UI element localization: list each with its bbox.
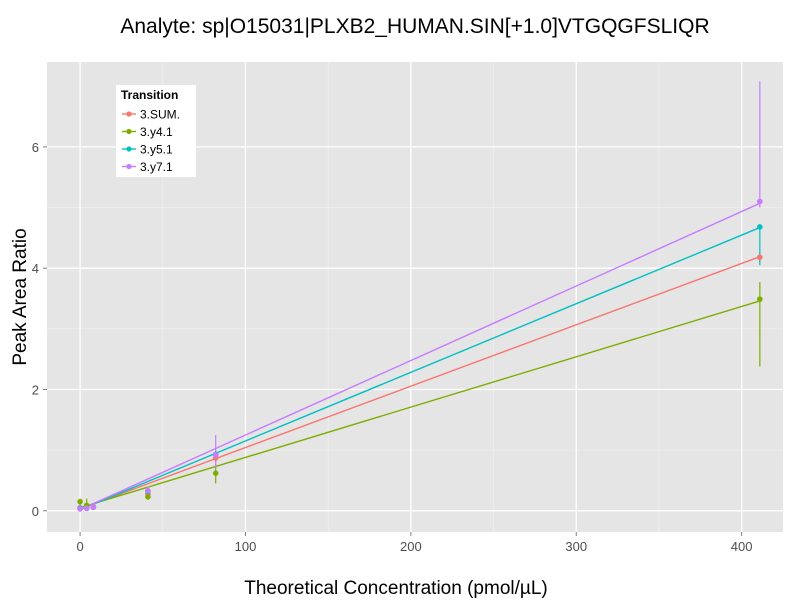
legend-label-3-y7-1: 3.y7.1 bbox=[140, 160, 173, 174]
x-tick-label: 300 bbox=[565, 539, 587, 554]
legend-items: 3.SUM. 3.y4.1 3.y5.1 3.y7.1 bbox=[122, 108, 180, 174]
legend-key-point-3-y7-1 bbox=[126, 163, 132, 170]
y-tick-label: 4 bbox=[32, 261, 39, 276]
y-tick-label: 2 bbox=[32, 382, 39, 397]
x-tick-label: 400 bbox=[731, 539, 753, 554]
x-tick-label: 100 bbox=[235, 539, 257, 554]
data-point-3-y4-1 bbox=[757, 296, 763, 302]
legend-label-3-sum: 3.SUM. bbox=[140, 108, 180, 122]
data-point-3-y7-1 bbox=[212, 452, 219, 458]
data-point-3-y4-1 bbox=[77, 498, 83, 505]
fit-line-3-y5-1 bbox=[79, 226, 761, 511]
fit-line-3-y7-1 bbox=[79, 202, 761, 511]
data-point-3-y4-1 bbox=[212, 470, 219, 476]
data-point-3-y7-1 bbox=[757, 198, 763, 205]
x-axis-label: Theoretical Concentration (pmol/µL) bbox=[244, 578, 547, 599]
data-point-3-sum bbox=[757, 254, 763, 261]
y-tick-label: 6 bbox=[32, 140, 39, 155]
data-point-3-y7-1 bbox=[145, 487, 151, 494]
data-point-3-y4-1 bbox=[145, 494, 151, 500]
legend-key-point-3-y4-1 bbox=[126, 128, 132, 135]
fit-lines bbox=[79, 202, 761, 511]
y-axis-label: Peak Area Ratio bbox=[10, 228, 31, 365]
legend-label-3-y4-1: 3.y4.1 bbox=[140, 125, 173, 139]
x-tick-label: 200 bbox=[400, 539, 422, 554]
legend: Transition 3.SUM. 3.y4.1 3.y5.1 3.y7.1 bbox=[116, 85, 196, 177]
data-point-3-y7-1 bbox=[77, 506, 83, 512]
legend-key-point-3-y5-1 bbox=[126, 146, 132, 152]
fit-line-3-y4-1 bbox=[79, 300, 761, 509]
fit-line-3-sum bbox=[79, 256, 761, 510]
axis-ticks: 0 100 200 300 400 0 2 4 6 bbox=[32, 140, 753, 554]
legend-label-3-y5-1: 3.y5.1 bbox=[140, 143, 173, 157]
y-tick-label: 0 bbox=[32, 504, 39, 519]
data-points bbox=[77, 198, 763, 512]
data-point-3-y7-1 bbox=[83, 505, 90, 512]
data-point-3-y7-1 bbox=[90, 504, 97, 510]
legend-title: Transition bbox=[121, 88, 178, 102]
chart-title: Analyte: sp|O15031|PLXB2_HUMAN.SIN[+1.0]… bbox=[120, 15, 709, 38]
legend-key-point-3-sum bbox=[126, 111, 132, 117]
data-point-3-y5-1 bbox=[757, 224, 763, 230]
x-tick-label: 0 bbox=[76, 539, 83, 554]
